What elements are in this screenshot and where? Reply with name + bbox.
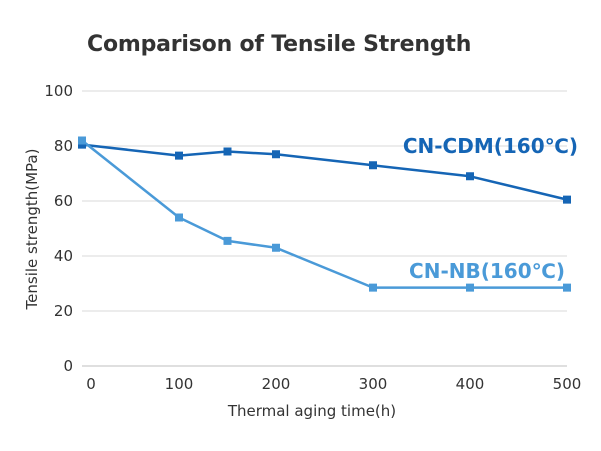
y-tick-label-0: 0 bbox=[63, 357, 73, 375]
data-point bbox=[175, 213, 183, 222]
x-axis-label: Thermal aging time(h) bbox=[227, 402, 396, 420]
data-point bbox=[272, 150, 280, 159]
y-tick-label-60: 60 bbox=[54, 192, 73, 210]
x-tick-label-100: 100 bbox=[165, 375, 194, 393]
series-label-1: CN-CDM(160℃) bbox=[403, 134, 578, 158]
data-point bbox=[369, 161, 377, 170]
y-tick-label-100: 100 bbox=[44, 82, 73, 100]
series-markers bbox=[78, 136, 571, 292]
x-tick-label-400: 400 bbox=[456, 375, 485, 393]
data-point bbox=[78, 140, 86, 149]
data-point bbox=[175, 151, 183, 160]
data-point bbox=[466, 283, 474, 292]
chart-title: Comparison of Tensile Strength bbox=[87, 32, 472, 57]
x-tick-labels: 0 100 200 300 400 500 bbox=[86, 375, 581, 393]
data-point bbox=[78, 136, 86, 145]
x-tick-label-300: 300 bbox=[359, 375, 388, 393]
y-tick-label-20: 20 bbox=[54, 302, 73, 320]
data-point bbox=[563, 195, 571, 204]
data-point bbox=[223, 147, 232, 156]
y-tick-labels: 0 20 40 60 80 100 bbox=[44, 82, 73, 375]
y-axis-label: Tensile strength(MPa) bbox=[23, 149, 41, 311]
x-tick-label-500: 500 bbox=[553, 375, 582, 393]
data-point bbox=[223, 236, 232, 245]
series-labels: CN-CDM(160℃) CN-NB(160℃) bbox=[403, 134, 578, 283]
data-point bbox=[272, 243, 280, 252]
gridlines bbox=[82, 90, 567, 312]
data-point bbox=[563, 283, 571, 292]
data-point bbox=[369, 283, 377, 292]
data-point bbox=[466, 172, 474, 181]
y-tick-label-40: 40 bbox=[54, 247, 73, 265]
x-tick-label-0: 0 bbox=[86, 375, 96, 393]
series-label-2: CN-NB(160℃) bbox=[409, 259, 565, 283]
y-tick-label-80: 80 bbox=[54, 137, 73, 155]
x-tick-label-200: 200 bbox=[262, 375, 291, 393]
